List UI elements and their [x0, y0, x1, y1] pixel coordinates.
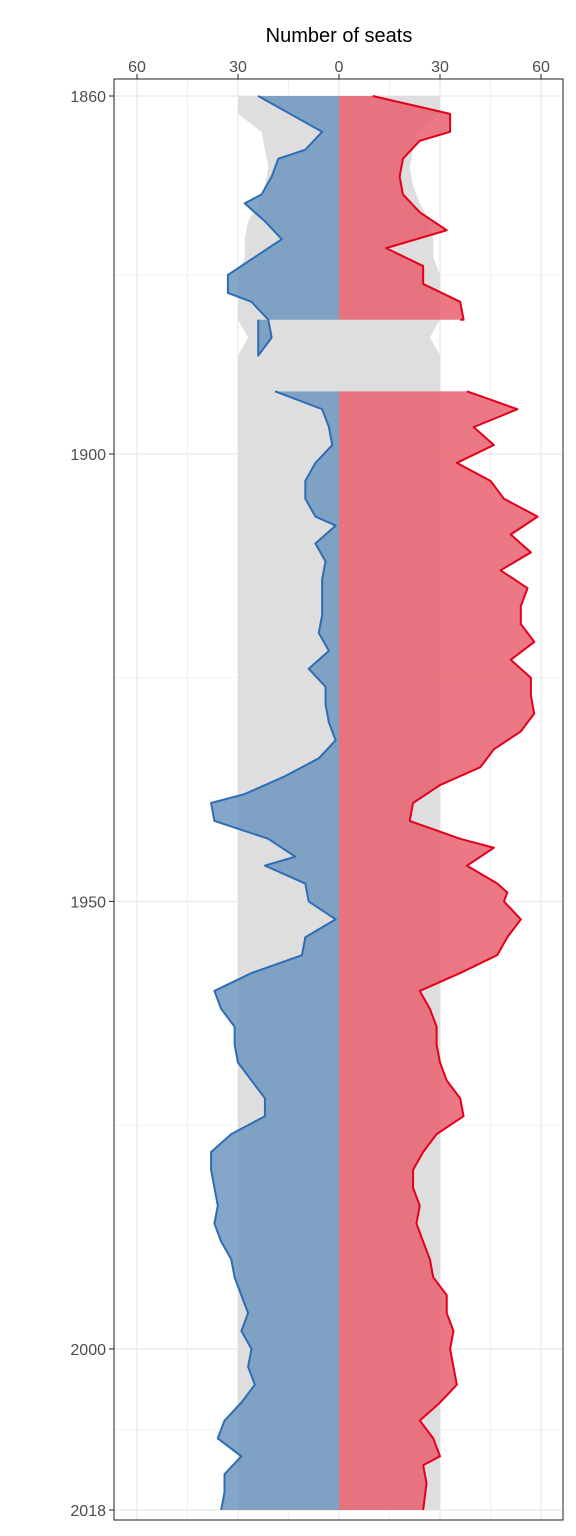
left-series-area: [227, 96, 339, 356]
right-series-line: [408, 390, 539, 1511]
fill-layer: [211, 96, 538, 1510]
y-tick-label: 2000: [70, 1342, 106, 1359]
x-tick-label: 60: [128, 59, 146, 76]
x-axis: 60 30 0 30 60: [128, 59, 550, 79]
y-axis: 1860 1900 1950 2000 2018: [70, 89, 114, 1520]
x-tick-label: 60: [532, 59, 550, 76]
y-tick-label: 1900: [70, 447, 106, 464]
left-series-area: [211, 391, 339, 1510]
y-tick-label: 1860: [70, 89, 106, 106]
x-tick-label: 0: [335, 59, 344, 76]
x-axis-title: Number of seats: [266, 25, 413, 47]
right-series-area: [339, 391, 538, 1510]
y-tick-label: 1950: [70, 894, 106, 911]
right-series-line: [372, 95, 465, 321]
left-series-line: [226, 95, 324, 357]
line-layer: [210, 95, 539, 1511]
right-series-area: [339, 96, 464, 320]
x-tick-label: 30: [431, 59, 449, 76]
left-series-line: [210, 390, 337, 1511]
x-tick-label: 30: [229, 59, 247, 76]
y-tick-label: 2018: [70, 1503, 106, 1520]
